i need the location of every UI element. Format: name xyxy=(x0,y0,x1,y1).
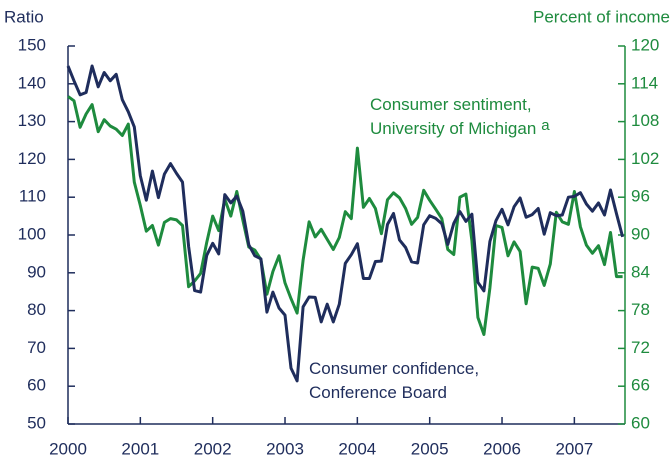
y2-tick-label: 120 xyxy=(631,35,659,54)
x-tick-label: 2000 xyxy=(49,439,87,458)
y2-tick-label: 96 xyxy=(631,187,650,206)
series-label-line: Consumer confidence, xyxy=(309,359,479,378)
x-tick-label: 2004 xyxy=(338,439,376,458)
y2-tick-label: 60 xyxy=(631,413,650,432)
y2-axis-title: Percent of income xyxy=(533,7,670,26)
series-line xyxy=(66,64,625,383)
series-note: a xyxy=(541,117,550,134)
y-tick-label: 80 xyxy=(27,300,46,319)
series-label-line: University of Michigan xyxy=(370,119,536,138)
series-label-line: Consumer sentiment, xyxy=(370,95,532,114)
x-tick-label: 2001 xyxy=(121,439,159,458)
series-label: Consumer confidence, Conference Board xyxy=(309,359,479,402)
series-label: Consumer sentiment, University of Michiga… xyxy=(370,95,550,138)
y2-tick-label: 78 xyxy=(631,300,650,319)
x-tick-label: 2002 xyxy=(194,439,232,458)
y2-tick-label: 102 xyxy=(631,149,659,168)
series-label-line: Conference Board xyxy=(309,383,447,402)
y-tick-label: 70 xyxy=(27,338,46,357)
y2-tick-label: 114 xyxy=(631,73,658,92)
x-tick-label: 2005 xyxy=(411,439,449,458)
y2-tick-label: 90 xyxy=(631,224,650,243)
y-tick-label: 90 xyxy=(27,262,46,281)
y-tick-label: 150 xyxy=(18,35,46,54)
y2-tick-label: 66 xyxy=(631,376,650,395)
series-line xyxy=(67,95,623,336)
y-tick-label: 50 xyxy=(27,413,46,432)
x-tick-label: 2006 xyxy=(483,439,521,458)
y-tick-label: 100 xyxy=(18,224,46,243)
y-axis-title: Ratio xyxy=(4,7,44,26)
y-tick-label: 110 xyxy=(19,187,46,206)
y-tick-label: 120 xyxy=(18,149,46,168)
y-tick-label: 140 xyxy=(18,73,46,92)
y-tick-label: 130 xyxy=(18,111,46,130)
y2-tick-label: 108 xyxy=(631,111,659,130)
y2-tick-label: 72 xyxy=(631,338,650,357)
x-tick-label: 2003 xyxy=(266,439,304,458)
x-tick-label: 2007 xyxy=(555,439,593,458)
y-tick-label: 60 xyxy=(27,376,46,395)
y2-tick-label: 84 xyxy=(631,262,650,281)
